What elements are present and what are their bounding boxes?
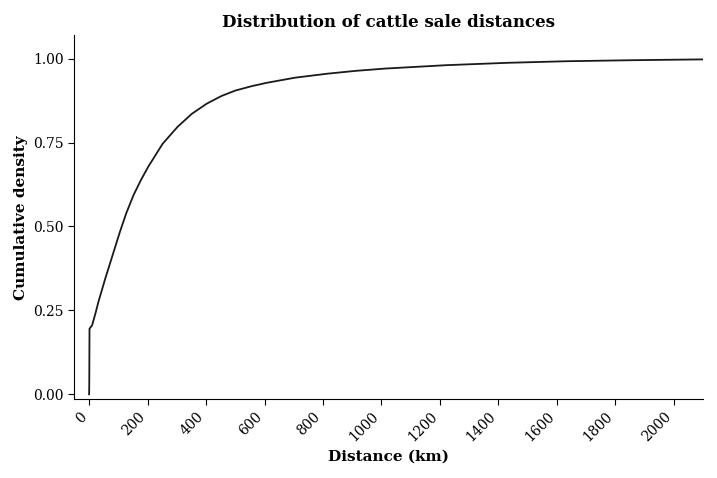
Title: Distribution of cattle sale distances: Distribution of cattle sale distances <box>222 14 555 31</box>
Y-axis label: Cumulative density: Cumulative density <box>14 135 28 300</box>
X-axis label: Distance (km): Distance (km) <box>328 450 450 464</box>
